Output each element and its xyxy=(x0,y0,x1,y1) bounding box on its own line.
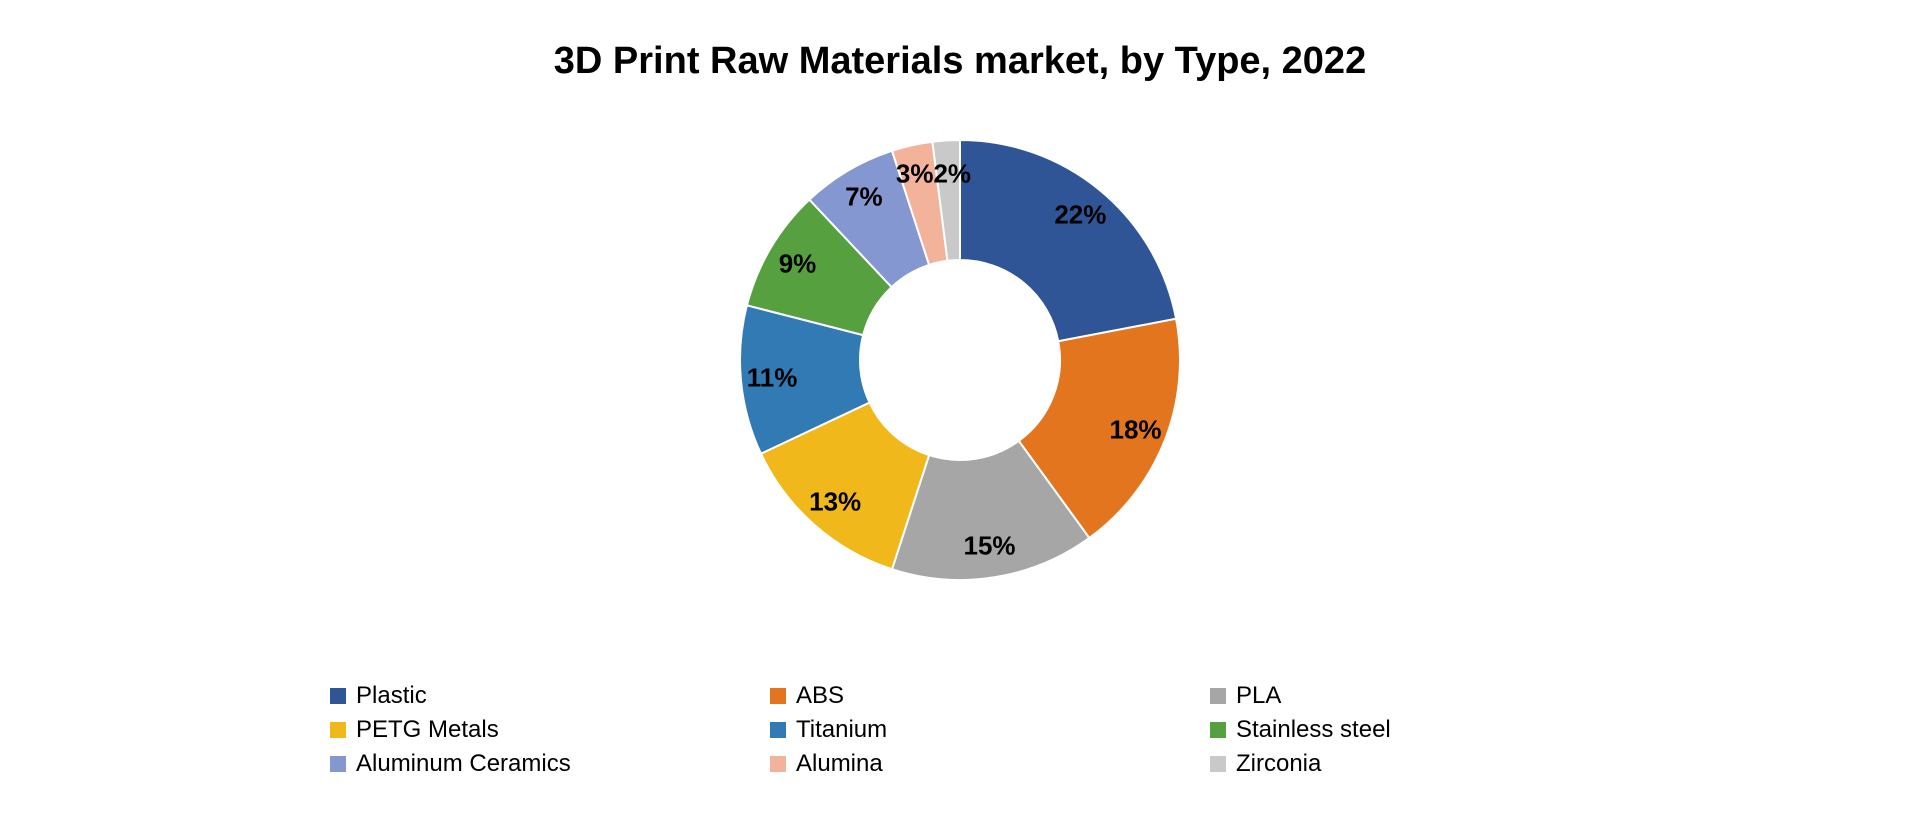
legend-swatch-4 xyxy=(770,722,786,738)
legend-label-3: PETG Metals xyxy=(356,716,499,744)
legend-swatch-6 xyxy=(330,756,346,772)
legend-label-0: Plastic xyxy=(356,682,427,710)
legend-label-6: Aluminum Ceramics xyxy=(356,750,571,778)
legend-label-4: Titanium xyxy=(796,716,887,744)
legend-item-5: Stainless steel xyxy=(1210,716,1590,744)
donut-svg xyxy=(740,140,1180,580)
slice-label-7: 3%2% xyxy=(896,158,971,189)
legend-label-8: Zirconia xyxy=(1236,750,1321,778)
slice-label-1: 18% xyxy=(1110,414,1162,445)
legend-label-5: Stainless steel xyxy=(1236,716,1391,744)
legend-swatch-0 xyxy=(330,688,346,704)
legend-swatch-1 xyxy=(770,688,786,704)
slice-label-2: 15% xyxy=(964,531,1016,562)
legend-swatch-8 xyxy=(1210,756,1226,772)
legend-item-0: Plastic xyxy=(330,682,710,710)
legend: Plastic ABS PLA PETG Metals Titanium Stainles… xyxy=(330,682,1590,778)
legend-item-7: Alumina xyxy=(770,750,1150,778)
chart-area: 22% 18% 15% 13% 11% 9% 7% 3%2% xyxy=(0,140,1920,580)
slice-label-3: 13% xyxy=(809,486,861,517)
legend-swatch-2 xyxy=(1210,688,1226,704)
slice-label-4: 11% xyxy=(747,362,798,393)
chart-title: 3D Print Raw Materials market, by Type, … xyxy=(0,40,1920,83)
legend-item-8: Zirconia xyxy=(1210,750,1590,778)
legend-item-4: Titanium xyxy=(770,716,1150,744)
legend-label-7: Alumina xyxy=(796,750,883,778)
slice-label-0: 22% xyxy=(1054,199,1106,230)
legend-swatch-3 xyxy=(330,722,346,738)
legend-item-1: ABS xyxy=(770,682,1150,710)
legend-swatch-5 xyxy=(1210,722,1226,738)
legend-label-1: ABS xyxy=(796,682,844,710)
legend-label-2: PLA xyxy=(1236,682,1281,710)
legend-item-2: PLA xyxy=(1210,682,1590,710)
page: 3D Print Raw Materials market, by Type, … xyxy=(0,0,1920,818)
slice-0 xyxy=(960,140,1176,341)
slice-label-6: 7% xyxy=(845,182,883,213)
legend-swatch-7 xyxy=(770,756,786,772)
slice-label-5: 9% xyxy=(779,248,817,279)
legend-item-3: PETG Metals xyxy=(330,716,710,744)
legend-item-6: Aluminum Ceramics xyxy=(330,750,710,778)
donut-chart: 22% 18% 15% 13% 11% 9% 7% 3%2% xyxy=(740,140,1180,580)
